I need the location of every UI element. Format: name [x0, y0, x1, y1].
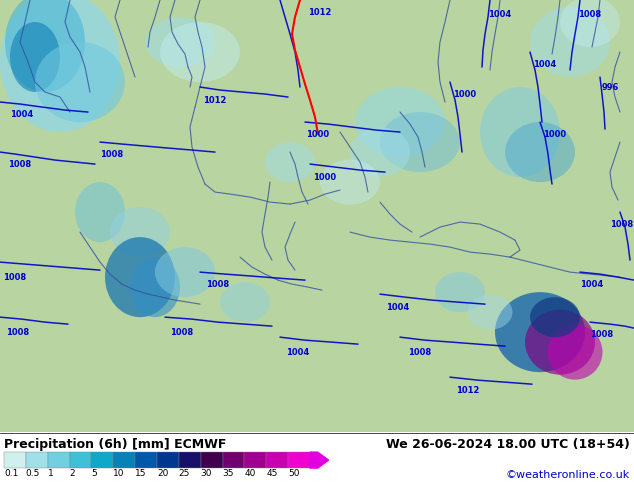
Ellipse shape [0, 0, 120, 132]
Ellipse shape [35, 42, 125, 122]
Bar [4, 452, 26, 468]
Text: 1012: 1012 [308, 7, 332, 17]
Ellipse shape [380, 112, 460, 172]
Text: 996: 996 [601, 82, 619, 92]
Text: We 26-06-2024 18.00 UTC (18+54): We 26-06-2024 18.00 UTC (18+54) [386, 438, 630, 451]
Ellipse shape [495, 292, 585, 372]
Bar [135, 452, 157, 468]
Text: 1004: 1004 [287, 347, 309, 357]
Ellipse shape [467, 294, 512, 330]
Ellipse shape [105, 237, 175, 317]
Text: 1004: 1004 [533, 59, 557, 69]
Text: 50: 50 [288, 469, 300, 478]
Ellipse shape [560, 0, 620, 47]
Bar [201, 452, 223, 468]
Bar [179, 452, 201, 468]
Ellipse shape [530, 297, 580, 337]
Text: 1008: 1008 [6, 328, 30, 337]
Text: 1000: 1000 [306, 129, 330, 139]
Text: 1008: 1008 [578, 9, 602, 19]
Ellipse shape [145, 17, 215, 67]
Ellipse shape [480, 87, 560, 177]
Text: 1000: 1000 [543, 129, 567, 139]
Ellipse shape [220, 282, 270, 322]
Ellipse shape [130, 257, 180, 317]
Text: 1: 1 [48, 469, 53, 478]
Ellipse shape [5, 0, 85, 92]
Bar [48, 452, 70, 468]
Bar [26, 452, 48, 468]
Text: 10: 10 [113, 469, 125, 478]
Text: 45: 45 [266, 469, 278, 478]
Bar [70, 452, 91, 468]
Text: 1004: 1004 [488, 9, 512, 19]
Bar [91, 452, 113, 468]
Text: 1008: 1008 [611, 220, 633, 229]
Text: 1012: 1012 [456, 386, 480, 394]
Text: 20: 20 [157, 469, 169, 478]
Text: 30: 30 [201, 469, 212, 478]
Text: ©weatheronline.co.uk: ©weatheronline.co.uk [506, 470, 630, 480]
Text: 1004: 1004 [10, 110, 34, 119]
FancyArrow shape [310, 452, 328, 468]
Text: 0.1: 0.1 [4, 469, 18, 478]
Ellipse shape [10, 22, 60, 92]
Bar [245, 452, 266, 468]
Text: 25: 25 [179, 469, 190, 478]
Ellipse shape [320, 160, 380, 205]
Bar [288, 452, 310, 468]
Text: 1012: 1012 [204, 96, 227, 104]
Text: 1000: 1000 [453, 90, 477, 98]
Ellipse shape [525, 310, 595, 375]
Ellipse shape [435, 272, 485, 312]
Text: Precipitation (6h) [mm] ECMWF: Precipitation (6h) [mm] ECMWF [4, 438, 226, 451]
Text: 2: 2 [70, 469, 75, 478]
Text: 1008: 1008 [3, 272, 27, 282]
Text: 1008: 1008 [590, 330, 614, 339]
Ellipse shape [355, 87, 445, 157]
Ellipse shape [350, 127, 410, 177]
Ellipse shape [505, 122, 575, 182]
Text: 1008: 1008 [8, 160, 32, 169]
Ellipse shape [265, 142, 315, 182]
Text: 1008: 1008 [171, 328, 193, 337]
Text: 35: 35 [223, 469, 234, 478]
Bar [157, 452, 179, 468]
Text: 5: 5 [91, 469, 97, 478]
Text: 1000: 1000 [313, 172, 337, 182]
Text: 1008: 1008 [408, 347, 432, 357]
Ellipse shape [75, 182, 125, 242]
Bar [113, 452, 135, 468]
Text: 40: 40 [245, 469, 256, 478]
Ellipse shape [530, 7, 610, 77]
Ellipse shape [160, 22, 240, 82]
Ellipse shape [155, 247, 215, 297]
Ellipse shape [110, 207, 170, 257]
Text: 1008: 1008 [207, 280, 230, 289]
Ellipse shape [548, 325, 602, 380]
Text: 15: 15 [135, 469, 146, 478]
Bar [266, 452, 288, 468]
Text: 0.5: 0.5 [26, 469, 40, 478]
Text: 1008: 1008 [100, 149, 124, 159]
Text: 1004: 1004 [580, 280, 604, 289]
Bar [223, 452, 245, 468]
Text: 1004: 1004 [386, 303, 410, 312]
